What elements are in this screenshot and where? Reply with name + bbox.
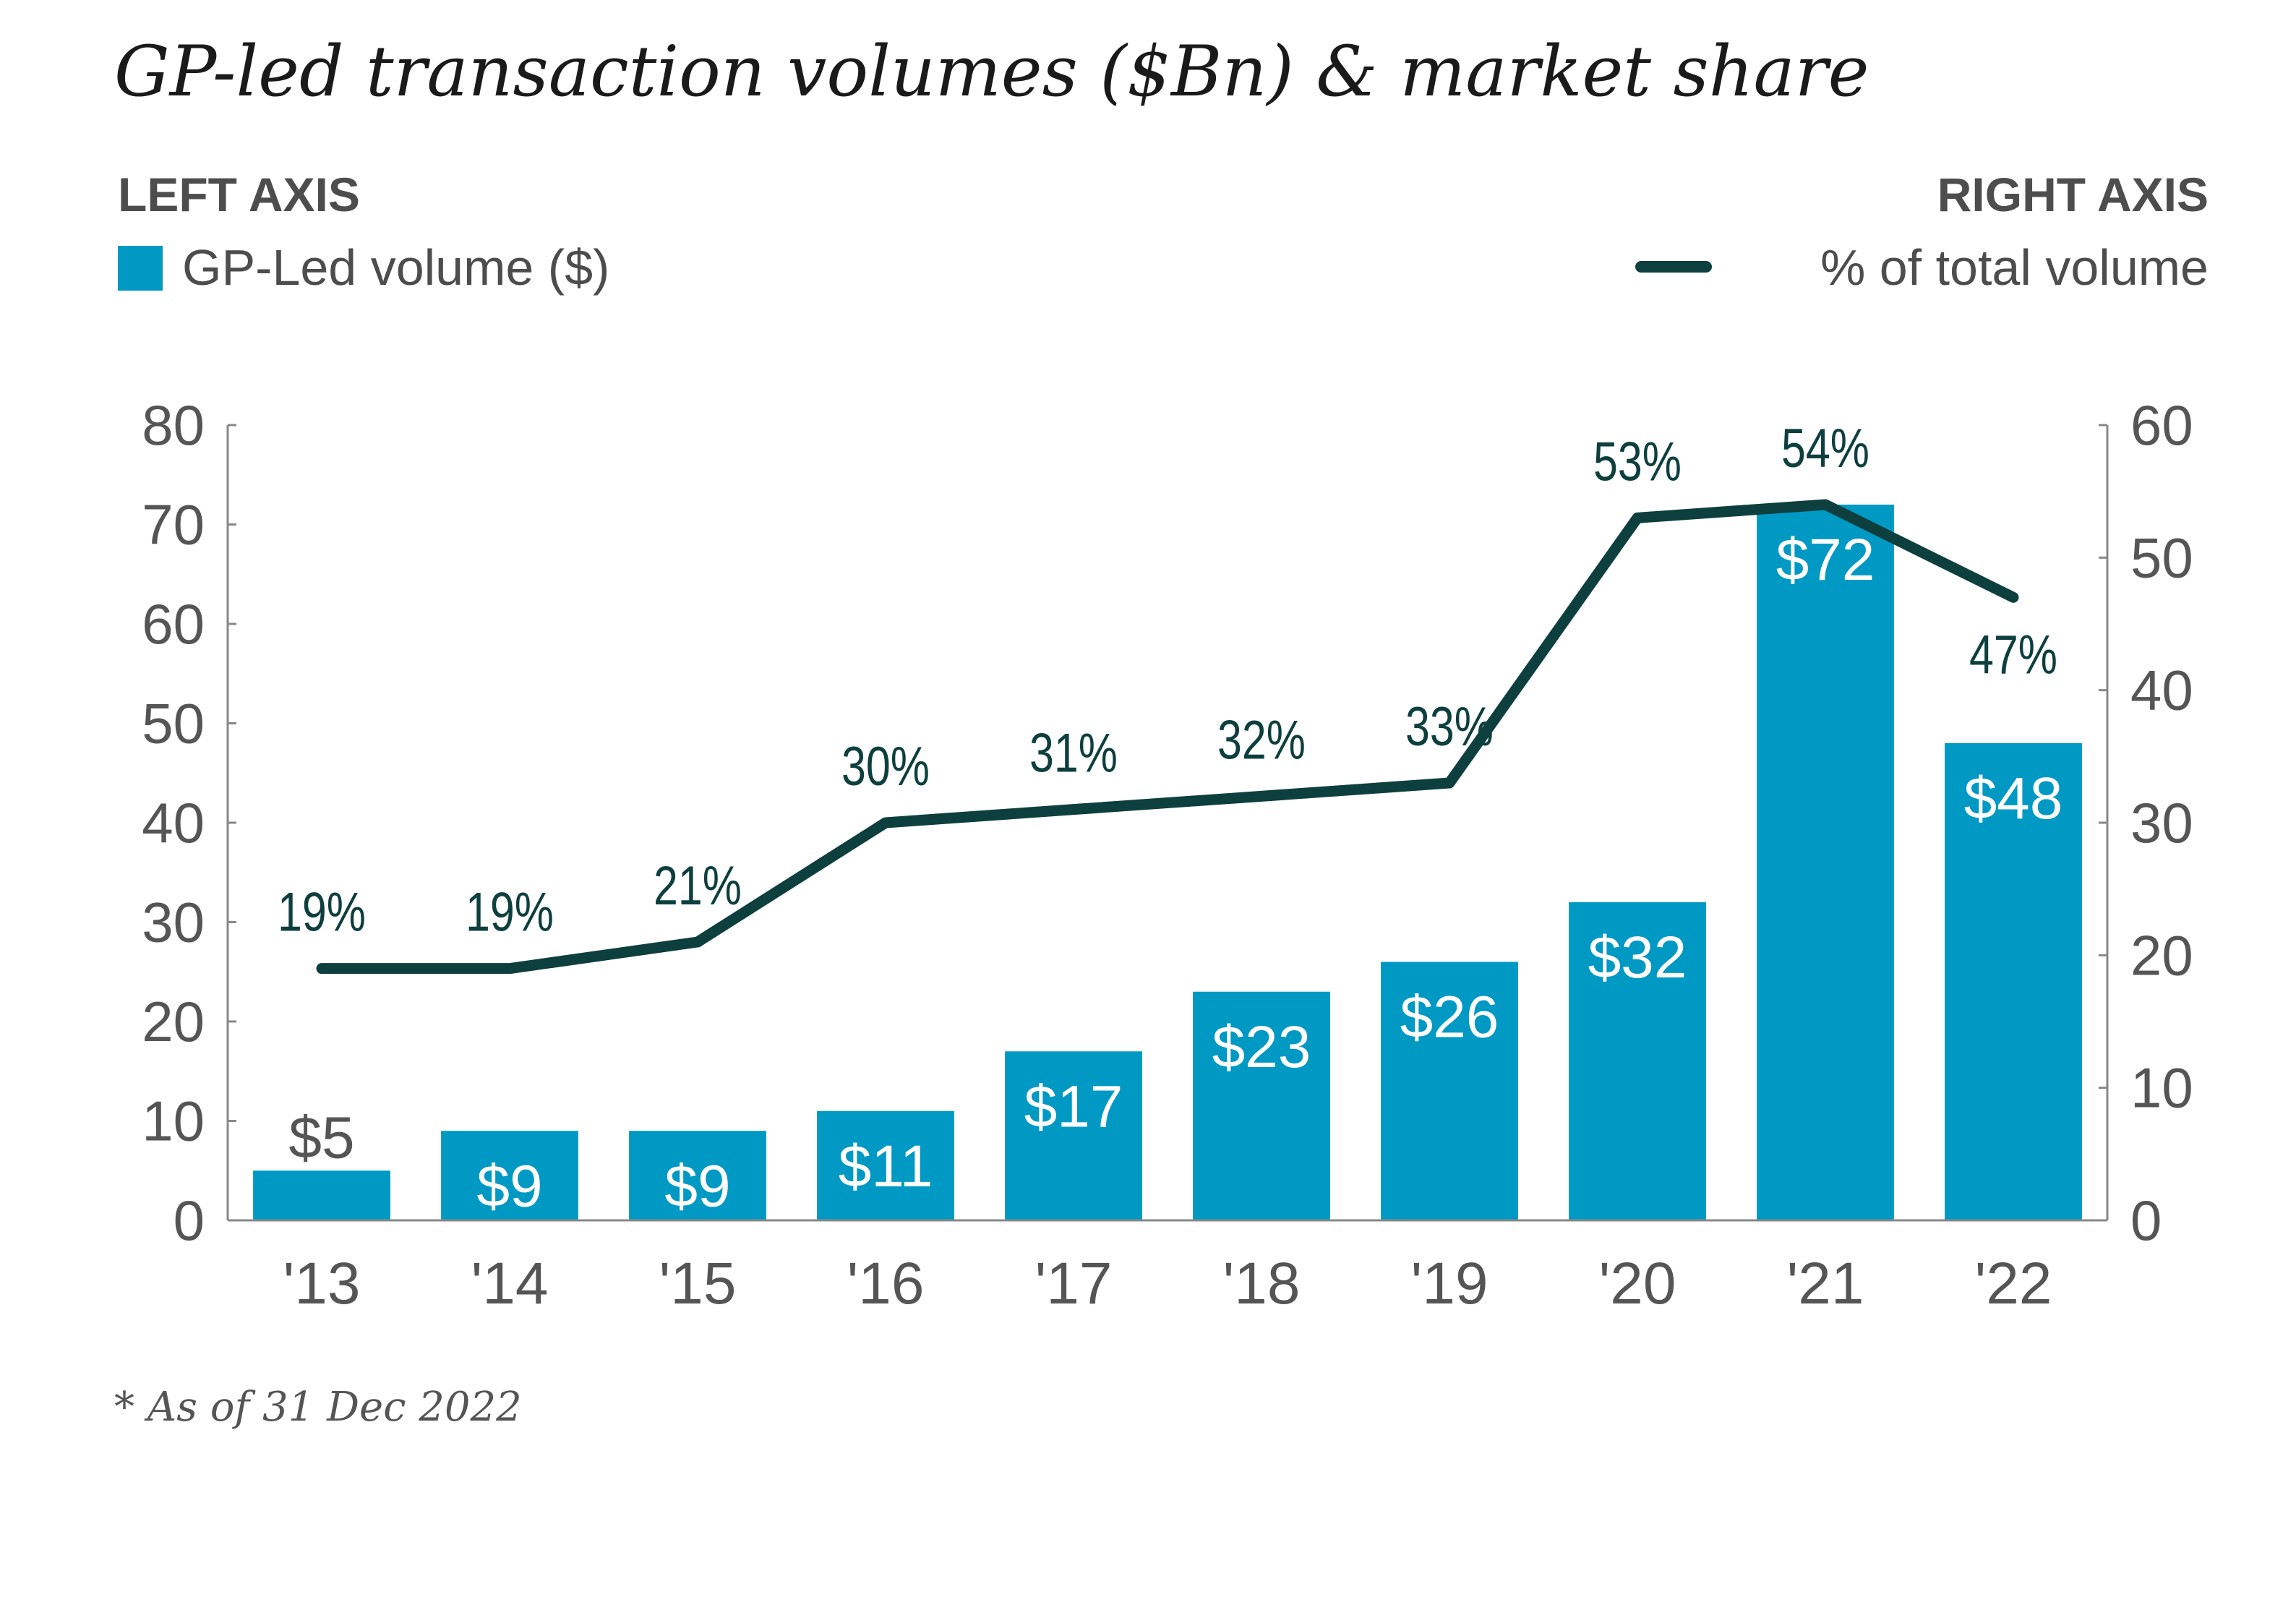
chart-title: GP-led transaction volumes ($Bn) & marke…	[114, 31, 1869, 112]
right-axis-tick-label: 50	[2130, 526, 2193, 589]
line-data-label: 32%	[1217, 709, 1306, 771]
bar-data-label: $17	[1024, 1074, 1123, 1139]
bar-data-label: $26	[1400, 985, 1499, 1050]
x-axis: '13 '14 '15 '16 '17 '18 '19 '20 '21 '22	[228, 1219, 2107, 1316]
bar-data-label: $32	[1588, 925, 1687, 990]
bar	[629, 1131, 766, 1220]
line-data-label: 53%	[1593, 431, 1682, 492]
percent-line	[316, 499, 2019, 975]
x-axis-tick-label: '18	[1223, 1251, 1301, 1316]
line-point	[1073, 808, 1074, 810]
legend-line-label: % of total volume	[1820, 239, 2209, 296]
left-axis-tick-label: 50	[142, 692, 205, 755]
legend: LEFT AXIS GP-Led volume ($) RIGHT AXIS %…	[118, 168, 2209, 296]
x-axis-tick-label: '17	[1035, 1251, 1113, 1316]
right-axis-tick-label: 0	[2130, 1189, 2162, 1252]
right-axis-tick-label: 40	[2130, 659, 2193, 722]
bar	[1193, 991, 1330, 1220]
bar-data-label: $5	[288, 1105, 354, 1170]
line-point	[1637, 517, 1638, 519]
line-data-label: 54%	[1781, 418, 1869, 479]
left-axis-heading: LEFT AXIS	[118, 168, 360, 221]
bar	[1005, 1051, 1142, 1220]
left-axis-tick-label: 30	[142, 891, 205, 954]
left-axis-tick-label: 80	[142, 393, 205, 457]
left-axis-tick-label: 10	[142, 1089, 205, 1153]
line-point	[697, 941, 698, 943]
bar	[1381, 962, 1518, 1220]
line-point	[509, 967, 510, 969]
line-point	[1261, 795, 1262, 797]
x-axis-tick-label: '20	[1599, 1251, 1676, 1316]
bar-data-label: $9	[476, 1153, 542, 1219]
line-point	[321, 967, 322, 969]
left-axis-tick-label: 0	[174, 1189, 205, 1252]
line-data-label: 31%	[1029, 723, 1118, 784]
line-data-label: 30%	[841, 736, 930, 797]
bar-data-label: $11	[839, 1134, 933, 1199]
bar	[253, 1170, 390, 1220]
bar-series	[253, 505, 2082, 1220]
line-data-label: 47%	[1969, 624, 2057, 685]
legend-bar-label: GP-Led volume ($)	[182, 239, 609, 296]
bar-data-labels: $5 $9 $9 $11 $17 $23 $26 $32 $72 $48	[288, 527, 2062, 1219]
line-series	[316, 499, 2019, 975]
x-axis-tick-label: '15	[659, 1251, 737, 1316]
right-axis-heading: RIGHT AXIS	[1937, 168, 2209, 221]
line-data-label: 21%	[654, 855, 742, 917]
legend-bar-swatch	[118, 246, 163, 291]
right-axis: 0 10 20 30 40 50 60	[2099, 393, 2193, 1252]
bar	[1945, 743, 2082, 1220]
bar	[817, 1110, 954, 1220]
bar-data-label: $48	[1964, 766, 2063, 831]
bar-data-label: $9	[664, 1153, 730, 1219]
left-axis: 0 10 20 30 40 50 60 70 80	[142, 393, 236, 1252]
left-axis-tick-label: 70	[142, 493, 205, 557]
bar	[1757, 505, 1894, 1220]
line-data-labels: 19% 19% 21% 30% 31% 32% 33% 53% 54% 47%	[278, 418, 2057, 943]
bar	[441, 1131, 578, 1220]
bar-data-label: $72	[1776, 527, 1875, 593]
x-axis-tick-label: '21	[1787, 1251, 1864, 1316]
left-axis-tick-label: 60	[142, 592, 205, 656]
footnote: * As of 31 Dec 2022	[114, 1384, 522, 1431]
line-point	[1825, 504, 1826, 505]
right-axis-tick-label: 30	[2130, 791, 2193, 855]
x-axis-tick-label: '13	[283, 1251, 361, 1316]
x-axis-tick-label: '14	[471, 1251, 549, 1316]
bar	[1569, 902, 1706, 1220]
line-point	[885, 822, 886, 823]
bar-data-label: $23	[1212, 1014, 1311, 1080]
right-axis-tick-label: 10	[2130, 1056, 2193, 1120]
x-axis-tick-label: '19	[1411, 1251, 1488, 1316]
line-data-label: 19%	[466, 882, 554, 943]
line-point	[2013, 596, 2014, 599]
right-axis-tick-label: 60	[2130, 393, 2193, 457]
line-point	[1449, 782, 1450, 784]
x-axis-tick-label: '16	[847, 1251, 925, 1316]
x-axis-tick-label: '22	[1975, 1251, 2052, 1316]
line-data-label: 33%	[1405, 696, 1494, 758]
right-axis-tick-label: 20	[2130, 923, 2193, 987]
left-axis-tick-label: 40	[142, 791, 205, 855]
line-data-label: 19%	[278, 882, 366, 943]
left-axis-tick-label: 20	[142, 990, 205, 1053]
